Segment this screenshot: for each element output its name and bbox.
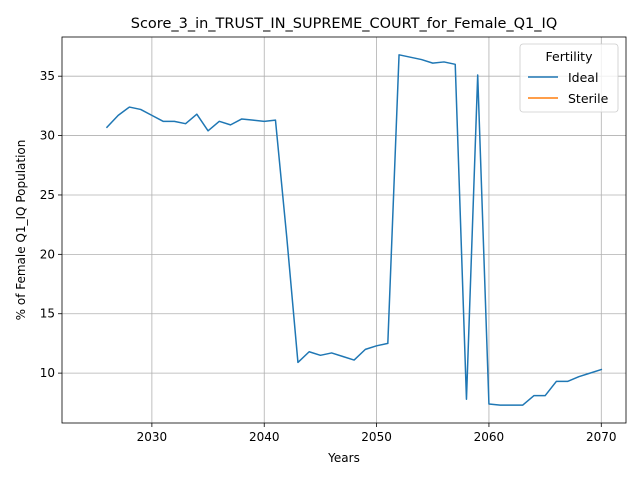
plot-frame <box>61 36 627 424</box>
x-axis: 2030 2040 2050 2060 2070 <box>137 423 617 444</box>
legend-box <box>519 43 619 113</box>
x-tick-label: 2070 <box>586 430 617 444</box>
x-tick-label: 2030 <box>137 430 168 444</box>
series-layer <box>105 54 603 406</box>
x-tick-label: 2040 <box>249 430 280 444</box>
y-tick-label: 10 <box>40 366 55 380</box>
y-tick-label: 15 <box>40 307 55 321</box>
y-axis: 10 15 20 25 30 35 <box>40 69 62 380</box>
y-tick-label: 25 <box>40 188 55 202</box>
chart-title: Score_3_in_TRUST_IN_SUPREME_COURT_for_Fe… <box>131 16 557 32</box>
legend-label-ideal: Ideal <box>568 70 598 85</box>
x-axis-label: Years <box>327 451 360 465</box>
y-tick-label: 35 <box>40 69 55 83</box>
x-tick-label: 2050 <box>361 430 392 444</box>
legend: Fertility Ideal Sterile <box>519 43 619 113</box>
legend-label-sterile: Sterile <box>568 91 609 106</box>
y-tick-label: 30 <box>40 129 55 143</box>
series-line-ideal <box>105 54 603 406</box>
x-tick-label: 2060 <box>474 430 505 444</box>
y-axis-label: % of Female Q1_IQ Population <box>14 140 28 321</box>
legend-title: Fertility <box>546 49 594 64</box>
grid <box>62 37 626 423</box>
y-tick-label: 20 <box>40 247 55 261</box>
